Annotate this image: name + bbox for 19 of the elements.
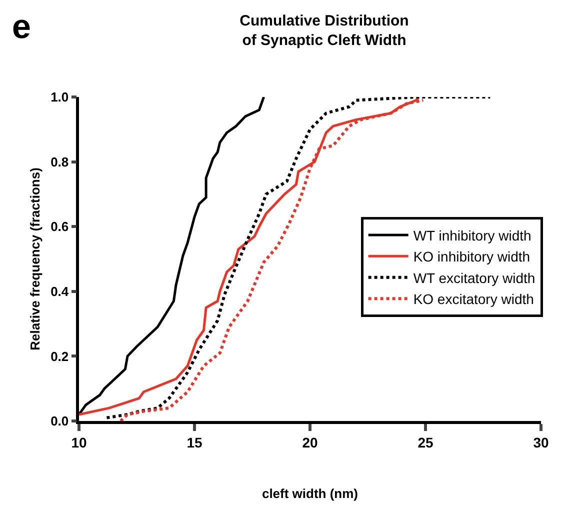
y-tick-label: 0.8 — [50, 154, 69, 170]
x-tick-label: 10 — [71, 434, 87, 451]
chart-title: Cumulative Distribution of Synaptic Cleft Width — [240, 12, 409, 50]
x-tick-label: 20 — [302, 434, 318, 451]
y-tick-label: 1.0 — [50, 90, 69, 105]
y-tick-label: 0.2 — [50, 348, 69, 364]
y-tick-label: 0.4 — [50, 284, 70, 299]
x-tick-label: 15 — [186, 434, 202, 451]
x-axis-title: cleft width (nm) — [262, 486, 358, 502]
y-tick-label: 0.6 — [50, 219, 69, 234]
y-tick-label: 0.0 — [50, 414, 69, 429]
legend-label: KO inhibitory width — [413, 248, 530, 265]
legend-label: WT excitatory width — [413, 270, 536, 286]
legend-label: KO excitatory width — [413, 291, 534, 308]
text: e — [12, 8, 31, 46]
x-tick-label: 30 — [533, 434, 549, 451]
y-axis-title: Relative frequency (fractions) — [28, 168, 43, 350]
legend-label: WT inhibitory width — [413, 227, 532, 244]
x-tick-label: 25 — [418, 434, 434, 451]
